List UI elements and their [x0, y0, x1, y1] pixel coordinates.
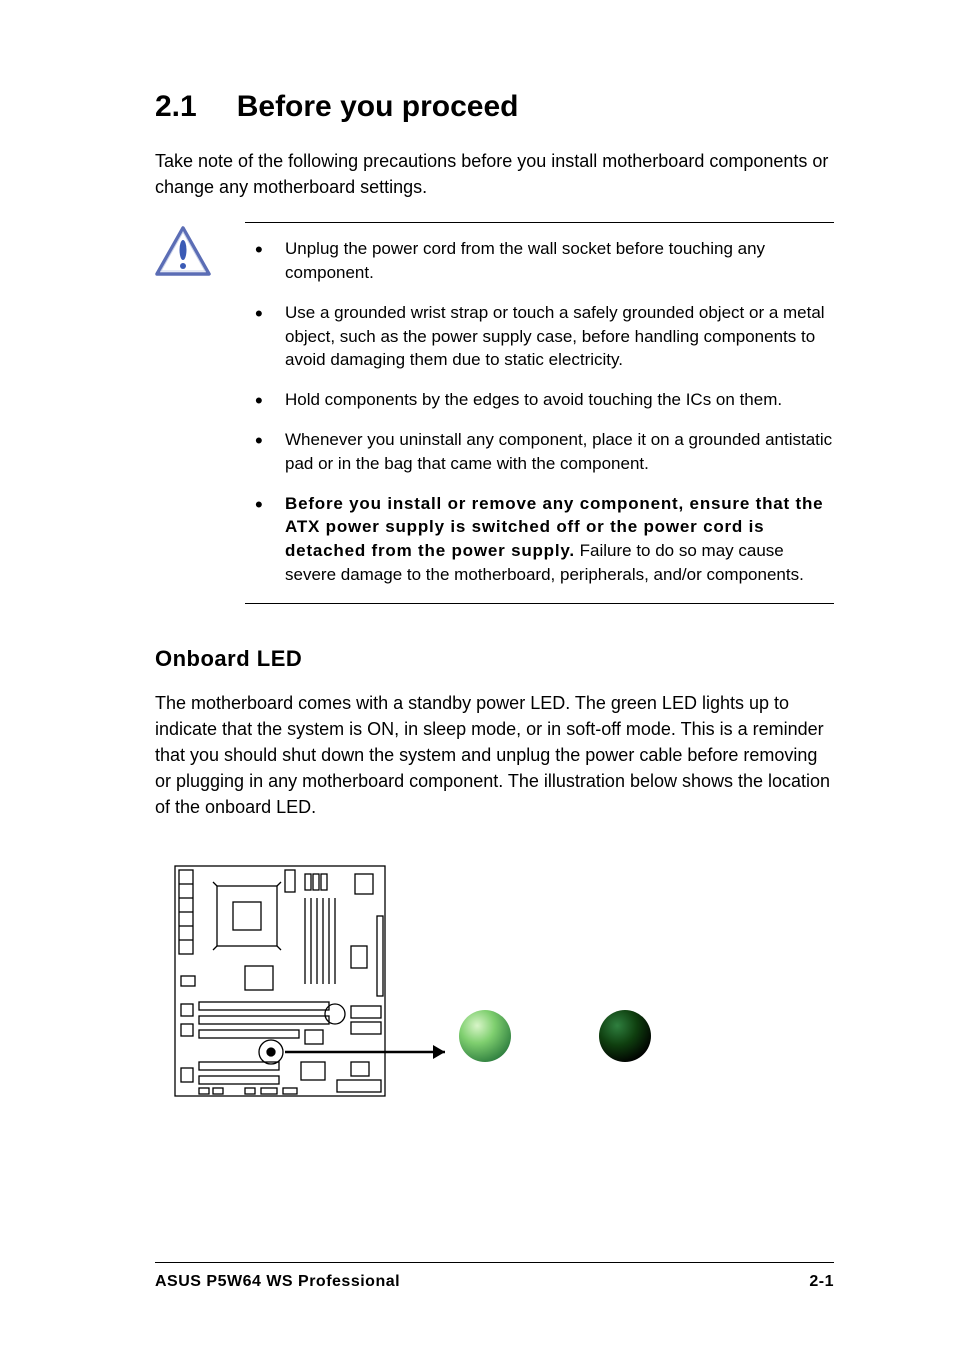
caution-item: Unplug the power cord from the wall sock… [245, 237, 834, 285]
caution-box: Unplug the power cord from the wall sock… [155, 222, 834, 604]
caution-item: Before you install or remove any compone… [245, 492, 834, 587]
caution-content: Unplug the power cord from the wall sock… [245, 222, 834, 604]
footer-page-number: 2-1 [809, 1273, 834, 1291]
caution-text: Unplug the power cord from the wall sock… [285, 239, 765, 282]
motherboard-diagram [155, 856, 834, 1121]
section-number: 2.1 [155, 90, 197, 124]
page-footer: ASUS P5W64 WS Professional 2-1 [155, 1262, 834, 1291]
page: 2.1 Before you proceed Take note of the f… [0, 0, 954, 1351]
caution-text: Hold components by the edges to avoid to… [285, 390, 782, 409]
caution-item: Whenever you uninstall any component, pl… [245, 428, 834, 476]
caution-list: Unplug the power cord from the wall sock… [245, 237, 834, 587]
section-title: Before you proceed [237, 90, 519, 123]
intro-paragraph: Take note of the following precautions b… [155, 148, 834, 200]
footer-product: ASUS P5W64 WS Professional [155, 1273, 400, 1291]
onboard-led-heading: Onboard LED [155, 646, 834, 672]
caution-text: Use a grounded wrist strap or touch a sa… [285, 303, 825, 370]
onboard-led-paragraph: The motherboard comes with a standby pow… [155, 690, 834, 820]
caution-text: Whenever you uninstall any component, pl… [285, 430, 832, 473]
caution-item: Hold components by the edges to avoid to… [245, 388, 834, 412]
section-heading: 2.1 Before you proceed [155, 90, 834, 124]
caution-icon [155, 226, 225, 283]
caution-item: Use a grounded wrist strap or touch a sa… [245, 301, 834, 372]
